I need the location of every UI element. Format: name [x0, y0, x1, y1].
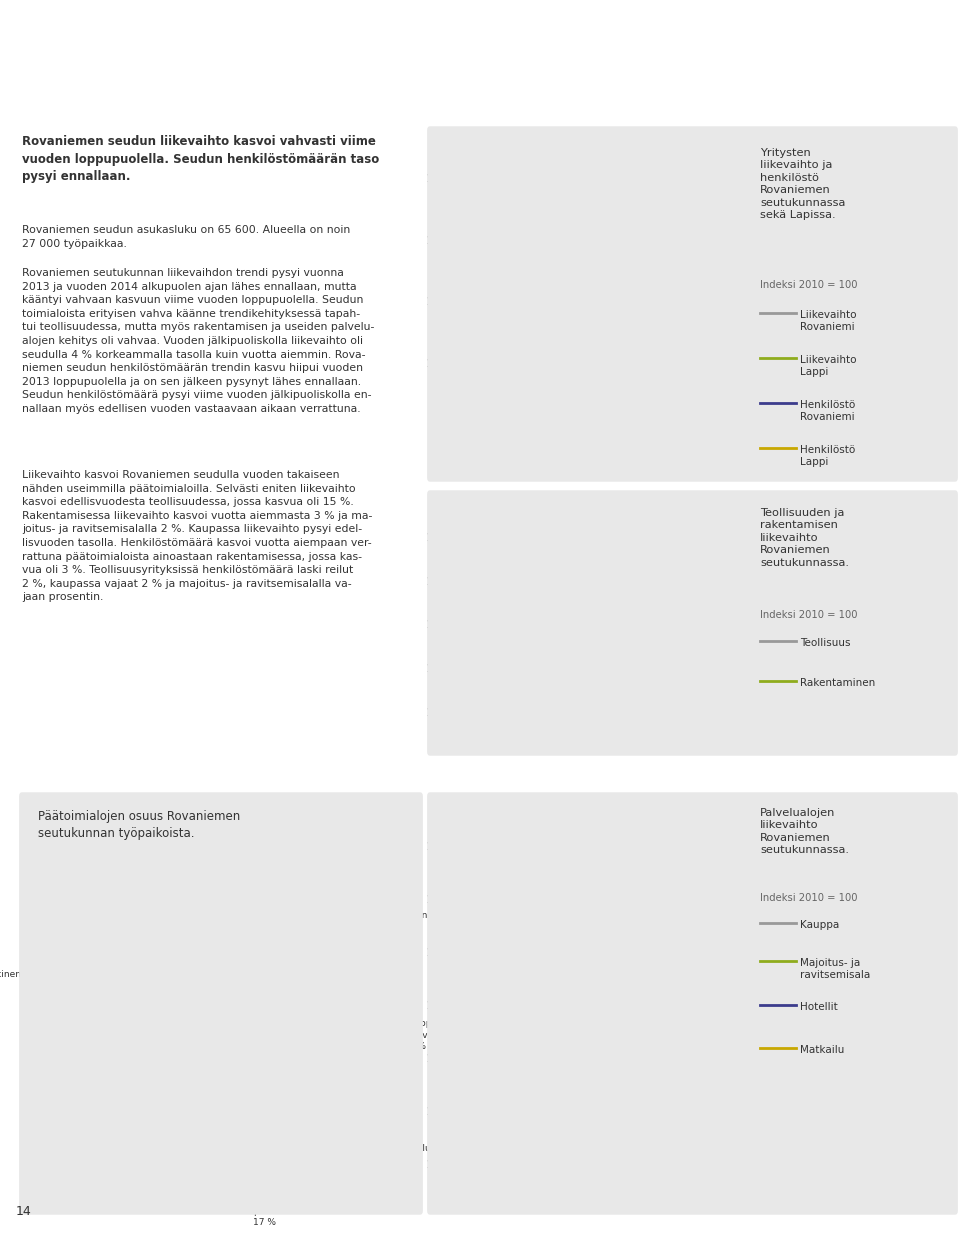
Text: Kotitalouksien
palvelut
4 %: Kotitalouksien palvelut 4 % [75, 1175, 139, 1206]
Text: Kauppa-, majoitus-
& ravitsemisala
16 %: Kauppa-, majoitus- & ravitsemisala 16 % [403, 1020, 489, 1051]
Text: Henkilöstö
Lappi: Henkilöstö Lappi [801, 445, 855, 467]
Wedge shape [225, 971, 357, 1099]
Text: Yritysten
liikevaihto ja
henkilöstö
Rovaniemen
seutukunnassa
sekä Lapissa.: Yritysten liikevaihto ja henkilöstö Rova… [760, 148, 846, 220]
Text: Henkilöstö
Rovaniemi: Henkilöstö Rovaniemi [801, 400, 855, 421]
Wedge shape [225, 905, 309, 1035]
Text: Rovaniemen seudun asukasluku on 65 600. Alueella on noin
27 000 työpaikkaa.: Rovaniemen seudun asukasluku on 65 600. … [22, 225, 350, 248]
Text: Teollisuus: Teollisuus [801, 638, 851, 648]
Text: Julkinen sektori
40 %: Julkinen sektori 40 % [0, 970, 56, 990]
Text: Teollisuus
8 %: Teollisuus 8 % [300, 864, 345, 884]
Text: Päätoimialojen osuus Rovaniemen
seutukunnan työpaikoista.: Päätoimialojen osuus Rovaniemen seutukun… [38, 810, 240, 840]
Text: Rovaniemi, Ranua: Rovaniemi, Ranua [38, 75, 152, 89]
Text: Liikevaihto
Rovaniemi: Liikevaihto Rovaniemi [801, 310, 857, 331]
Wedge shape [148, 1035, 225, 1158]
Wedge shape [93, 904, 225, 1142]
Text: Matkailu: Matkailu [801, 1044, 845, 1056]
Circle shape [161, 971, 288, 1099]
Text: Teollisuuden ja
rakentamisen
liikevaihto
Rovaniemen
seutukunnassa.: Teollisuuden ja rakentamisen liikevaihto… [760, 508, 849, 567]
Text: Hotellit: Hotellit [801, 1002, 838, 1012]
Text: 14: 14 [16, 1205, 32, 1217]
Text: Rovaniemen seutukunnan liikevaihdon trendi pysyi vuonna
2013 ja vuoden 2014 alku: Rovaniemen seutukunnan liikevaihdon tren… [22, 268, 374, 414]
Text: Kauppa: Kauppa [801, 920, 840, 929]
Text: Kuljetus- ja
liikennepalvelut
6 %: Kuljetus- ja liikennepalvelut 6 % [362, 1133, 435, 1164]
Text: Liikevaihto
Lappi: Liikevaihto Lappi [801, 355, 857, 377]
Wedge shape [225, 933, 341, 1035]
Text: Liike-elämän
palvelut
17 %: Liike-elämän palvelut 17 % [252, 1195, 311, 1226]
Wedge shape [177, 1035, 309, 1167]
Text: Alkutuotanto
3 %: Alkutuotanto 3 % [212, 848, 271, 868]
Text: Palvelualojen
liikevaihto
Rovaniemen
seutukunnassa.: Palvelualojen liikevaihto Rovaniemen seu… [760, 808, 849, 855]
Text: Indeksi 2010 = 100: Indeksi 2010 = 100 [760, 892, 857, 904]
Text: Rakentaminen
6 %: Rakentaminen 6 % [362, 911, 428, 932]
Wedge shape [225, 904, 250, 1035]
Text: Rakentaminen: Rakentaminen [801, 679, 876, 688]
Text: Rovaniemen seudun liikevaihto kasvoi vahvasti viime
vuoden loppupuolella. Seudun: Rovaniemen seudun liikevaihto kasvoi vah… [22, 135, 379, 183]
Text: Liikevaihto kasvoi Rovaniemen seudulla vuoden takaiseen
nähden useimmilla päätoi: Liikevaihto kasvoi Rovaniemen seudulla v… [22, 470, 372, 602]
Text: Indeksi 2010 = 100: Indeksi 2010 = 100 [760, 281, 857, 290]
Wedge shape [225, 1035, 341, 1137]
Text: Majoitus- ja
ravitsemisala: Majoitus- ja ravitsemisala [801, 958, 871, 980]
Text: Rovaniemen seutukunta: Rovaniemen seutukunta [38, 23, 496, 56]
Text: Indeksi 2010 = 100: Indeksi 2010 = 100 [760, 611, 857, 620]
